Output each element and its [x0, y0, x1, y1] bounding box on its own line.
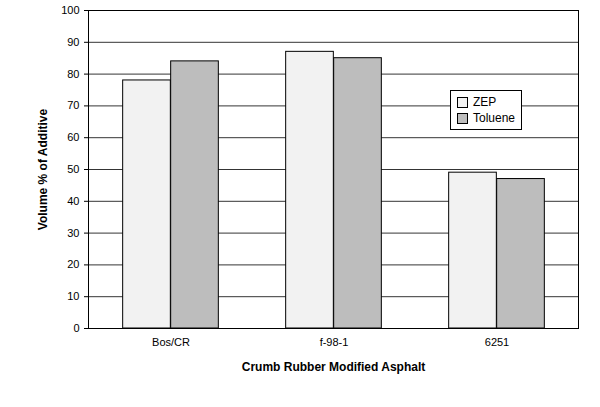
svg-text:10: 10 — [67, 290, 79, 302]
svg-text:60: 60 — [67, 131, 79, 143]
svg-text:20: 20 — [67, 258, 79, 270]
svg-text:6251: 6251 — [485, 336, 509, 348]
html-text:ZEP: ZEP — [473, 95, 497, 109]
svg-text:100: 100 — [61, 4, 79, 16]
svg-text:80: 80 — [67, 68, 79, 80]
svg-text:0: 0 — [73, 322, 79, 334]
svg-text:50: 50 — [67, 163, 79, 175]
html-text:Toluene: Toluene — [473, 111, 515, 125]
svg-text:Crumb Rubber Modified Asphalt: Crumb Rubber Modified Asphalt — [242, 360, 426, 374]
svg-text:40: 40 — [67, 195, 79, 207]
svg-text:70: 70 — [67, 99, 79, 111]
svg-text:Bos/CR: Bos/CR — [152, 336, 190, 348]
svg-text:90: 90 — [67, 36, 79, 48]
svg-text:Volume % of Additive: Volume % of Additive — [36, 109, 50, 231]
svg-text:f-98-1: f-98-1 — [320, 336, 349, 348]
svg-text:30: 30 — [67, 227, 79, 239]
